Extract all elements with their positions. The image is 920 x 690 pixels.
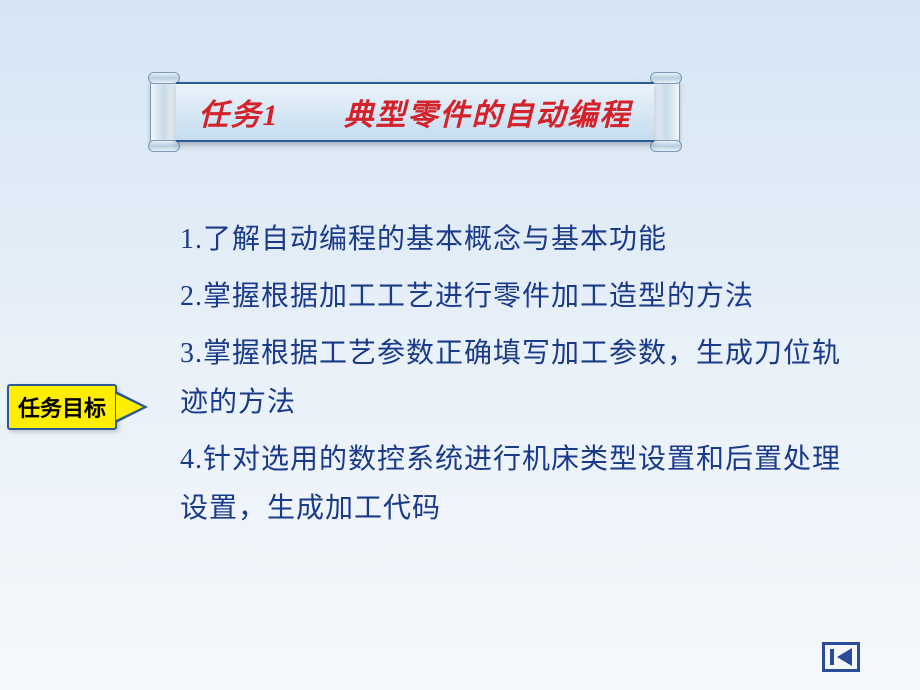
objectives-label: 任务目标	[7, 384, 148, 430]
previous-slide-button[interactable]	[822, 642, 860, 672]
scroll-decoration-right	[652, 78, 680, 146]
title-number: 1	[263, 99, 280, 132]
title-banner: 任务1 典型零件的自动编程	[150, 78, 680, 146]
banner-body: 任务1 典型零件的自动编程	[176, 82, 654, 142]
title-spacer	[280, 99, 344, 132]
title-prefix: 任务	[199, 99, 263, 132]
banner-text: 任务1 典型零件的自动编程	[199, 90, 632, 134]
list-item: 3.掌握根据工艺参数正确填写加工参数，生成刀位轨迹的方法	[180, 329, 850, 427]
objectives-list: 1.了解自动编程的基本概念与基本功能 2.掌握根据加工工艺进行零件加工造型的方法…	[180, 215, 850, 541]
label-arrow-icon	[116, 391, 148, 423]
title-main: 典型零件的自动编程	[344, 99, 632, 132]
scroll-decoration-left	[150, 78, 178, 146]
list-item: 4.针对选用的数控系统进行机床类型设置和后置处理设置，生成加工代码	[180, 435, 850, 533]
label-text: 任务目标	[7, 384, 117, 430]
list-item: 1.了解自动编程的基本概念与基本功能	[180, 215, 850, 264]
list-item: 2.掌握根据加工工艺进行零件加工造型的方法	[180, 272, 850, 321]
